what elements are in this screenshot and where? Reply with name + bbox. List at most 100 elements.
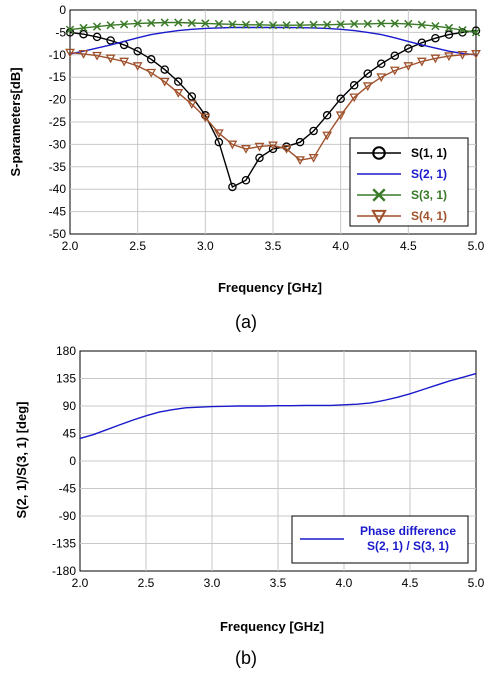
chart-b-y-tick-label: 180 bbox=[56, 344, 76, 358]
legend-label: S(4, 1) bbox=[411, 209, 447, 223]
chart-a-series-2 bbox=[69, 26, 477, 56]
chart-b-caption: (b) bbox=[235, 648, 257, 668]
chart-b-y-tick-label: 135 bbox=[56, 372, 76, 386]
legend-label: Phase difference S(2, 1) / S(3, 1) bbox=[360, 524, 456, 553]
chart-a-y-tick-label: -35 bbox=[49, 160, 67, 174]
chart-a-series-1-point bbox=[228, 182, 237, 192]
chart-a-series-4-point bbox=[403, 62, 414, 71]
chart-a-series-1-point bbox=[295, 137, 305, 147]
chart-a-series-4-point bbox=[471, 50, 481, 59]
chart-a-y-tick-label: -15 bbox=[49, 70, 67, 84]
chart-a-series-3-point bbox=[147, 18, 156, 28]
chart-b-series-lines bbox=[79, 372, 477, 440]
chart-a-series-1-point bbox=[174, 77, 183, 86]
chart-a-series-3-point bbox=[295, 21, 305, 30]
chart-a-y-tick-label: -30 bbox=[49, 137, 67, 151]
chart-a-series-3-point bbox=[214, 19, 223, 29]
chart-a-series-1-point bbox=[349, 81, 359, 90]
chart-a-series-1-point bbox=[214, 137, 224, 147]
chart-a-series-4-point bbox=[281, 145, 292, 154]
chart-a-series-4-point bbox=[200, 113, 211, 123]
chart-b-x-tick-label: 3.5 bbox=[270, 576, 287, 590]
chart-a-series-1-point bbox=[92, 32, 102, 42]
chart-b-series-1 bbox=[79, 372, 477, 440]
chart-a-series-1-point bbox=[431, 33, 440, 43]
chart-a-series-3-point bbox=[187, 18, 196, 28]
chart-a-series-1-point bbox=[133, 46, 142, 56]
chart-a-legend-entry-3: S(3, 1) bbox=[357, 188, 447, 202]
chart-a-series-4-point bbox=[92, 51, 102, 61]
chart-a-series-4-point bbox=[444, 52, 454, 62]
chart-b-x-tick-label: 4.0 bbox=[336, 576, 353, 590]
legend-marker-shape bbox=[371, 209, 387, 224]
chart-b-y-axis-label: S(2, 1)/S(3, 1) [deg] bbox=[14, 401, 29, 518]
chart-b-x-axis-label: Frequency [GHz] bbox=[220, 619, 324, 634]
chart-a-series-3-point bbox=[282, 21, 291, 30]
chart-a-y-tick-label: -10 bbox=[49, 48, 67, 62]
chart-a-series-3-point bbox=[255, 20, 264, 29]
chart-a-series-1-point bbox=[106, 36, 115, 45]
chart-b-y-tick-label: -135 bbox=[52, 537, 76, 551]
chart-a-y-axis-label: S-parameters[dB] bbox=[8, 67, 23, 176]
chart-a-series-3-point bbox=[241, 20, 251, 29]
chart-a-series-1-point bbox=[187, 92, 197, 101]
chart-b-x-tick-label: 2.0 bbox=[72, 576, 89, 590]
legend-marker-shape bbox=[372, 188, 386, 202]
chart-a-series-1-point bbox=[309, 126, 318, 136]
chart-a-series-3-point bbox=[363, 19, 372, 29]
chart-a-series-lines bbox=[65, 18, 481, 192]
chart-b-x-tick-label: 3.0 bbox=[204, 576, 221, 590]
chart-a-series-4-point bbox=[335, 111, 346, 121]
chart-a-series-4-point bbox=[159, 77, 170, 87]
chart-b-y-tick-label: -45 bbox=[59, 482, 77, 496]
chart-b-y-tick-label: 0 bbox=[69, 454, 76, 468]
chart-a-x-tick-label: 3.5 bbox=[265, 239, 282, 253]
chart-a-series-4-point bbox=[119, 57, 130, 67]
legend-marker bbox=[372, 188, 386, 202]
chart-a-series-3-point bbox=[92, 22, 102, 31]
chart-a-series-4 bbox=[65, 48, 481, 166]
chart-a-series-4-point bbox=[457, 50, 468, 60]
chart-a-series-3-point bbox=[323, 20, 332, 29]
chart-a-x-tick-label: 4.5 bbox=[400, 239, 417, 253]
chart-a-series-3-point bbox=[174, 18, 183, 27]
chart-a-legend: S(1, 1) S(2, 1) S(3, 1) S(4, 1) bbox=[349, 137, 469, 227]
chart-a-series-4-point bbox=[389, 66, 400, 76]
chart-b-legend: Phase difference S(2, 1) / S(3, 1) bbox=[291, 515, 469, 564]
chart-a-y-tick-label: -25 bbox=[49, 115, 67, 129]
chart-a-series-4-point bbox=[173, 89, 184, 98]
chart-a-series-4-point bbox=[362, 82, 373, 92]
chart-a-series-1-point bbox=[160, 65, 169, 74]
chart-a-legend-entry-2: S(2, 1) bbox=[357, 167, 447, 181]
chart-b-phase-difference: 2.0 2.5 3.0 3.5 4.0 4.5 5.0 180 135 90 45 0 -45 -90 -1… bbox=[14, 344, 485, 668]
chart-a-x-tick-label: 2.0 bbox=[62, 239, 79, 253]
chart-a-y-tick-label: 0 bbox=[59, 3, 66, 17]
chart-a-series-1-point bbox=[363, 69, 372, 78]
chart-a-series-3-point bbox=[309, 20, 318, 29]
chart-a-series-4-point bbox=[78, 50, 89, 59]
chart-a-y-tick-label: -50 bbox=[49, 227, 67, 241]
chart-a-series-4-point bbox=[430, 54, 441, 64]
chart-a-y-tick-label: -40 bbox=[49, 182, 67, 196]
legend-label: S(1, 1) bbox=[411, 146, 447, 160]
chart-a-x-tick-label: 4.0 bbox=[332, 239, 349, 253]
chart-a-series-4-point bbox=[132, 62, 143, 71]
chart-a-grid bbox=[70, 10, 476, 234]
chart-a-legend-entry-1: S(1, 1) bbox=[357, 146, 447, 160]
chart-a-series-3-point bbox=[65, 25, 75, 34]
chart-a-series-4-point bbox=[105, 54, 116, 64]
chart-a-series-4-point bbox=[322, 131, 333, 141]
chart-a-x-tick-label: 3.0 bbox=[197, 239, 214, 253]
chart-a-series-1-point bbox=[241, 175, 251, 185]
legend-label: S(3, 1) bbox=[411, 188, 447, 202]
chart-a-series-3-point bbox=[431, 21, 440, 31]
chart-a-series-3-point bbox=[390, 19, 399, 28]
chart-a-series-1-point bbox=[146, 55, 156, 64]
chart-a-series-3-point bbox=[417, 20, 426, 29]
chart-a-series-4-point bbox=[376, 73, 387, 83]
chart-a-series-4-point bbox=[254, 142, 265, 152]
chart-a-series-4-point bbox=[65, 48, 75, 58]
chart-b-x-tick-label: 4.5 bbox=[402, 576, 419, 590]
chart-a-series-3-point bbox=[471, 28, 481, 37]
chart-a-s-parameters: 2.0 2.5 3.0 3.5 4.0 4.5 5.0 0 -5 -10 -15 -20 -25 -30 -… bbox=[8, 3, 485, 332]
